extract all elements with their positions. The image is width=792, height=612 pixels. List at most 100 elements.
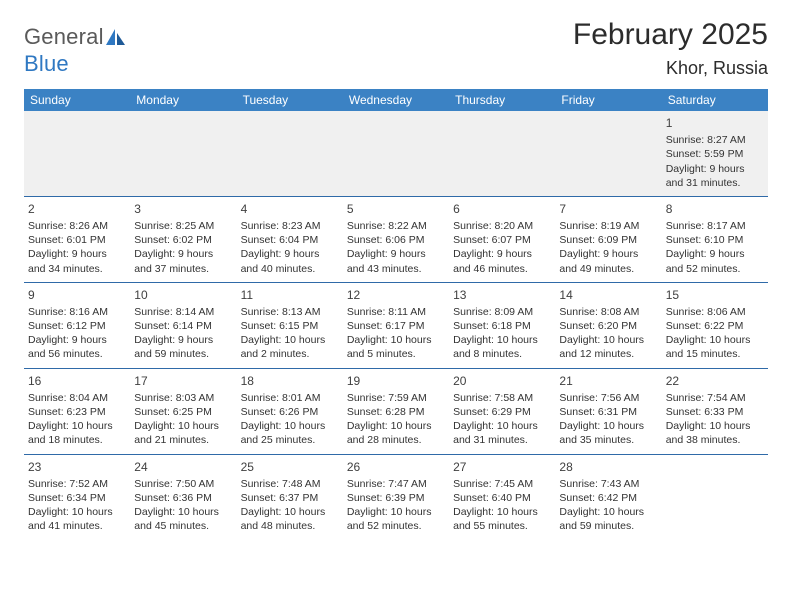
calendar-day-cell: 13 Sunrise: 8:09 AMSunset: 6:18 PMDayligh… [449,282,555,368]
sunrise-text: Sunrise: 7:50 AM [134,477,232,491]
sunset-text: Sunset: 6:33 PM [666,405,764,419]
daylight-text: Daylight: 9 hours and 46 minutes. [453,247,551,275]
daylight-text: Daylight: 9 hours and 31 minutes. [666,162,764,190]
calendar-day-cell: 21Sunrise: 7:56 AMSunset: 6:31 PMDayligh… [555,368,661,454]
sunset-text: Sunset: 6:26 PM [241,405,339,419]
sunrise-text: Sunrise: 7:45 AM [453,477,551,491]
sunrise-text: Sunrise: 8:19 AM [559,219,657,233]
day-number: 26 [347,459,445,475]
sunset-text: Sunset: 6:25 PM [134,405,232,419]
calendar-day-cell: 12Sunrise: 8:11 AMSunset: 6:17 PMDayligh… [343,282,449,368]
calendar-day-cell: 8Sunrise: 8:17 AMSunset: 6:10 PMDaylight… [662,196,768,282]
sunrise-text: Sunrise: 8:03 AM [134,391,232,405]
sunrise-text: Sunrise: 7:54 AM [666,391,764,405]
calendar-day-cell: 15Sunrise: 8:06 AMSunset: 6:22 PMDayligh… [662,282,768,368]
sail-icon [106,28,126,51]
brand-blue: Blue [24,51,69,76]
sunset-text: Sunset: 6:02 PM [134,233,232,247]
day-number: 25 [241,459,339,475]
calendar-week-row: 2Sunrise: 8:26 AMSunset: 6:01 PMDaylight… [24,196,768,282]
daylight-text: Daylight: 10 hours and 31 minutes. [453,419,551,447]
sunrise-text: Sunrise: 8:27 AM [666,133,764,147]
sunset-text: Sunset: 6:01 PM [28,233,126,247]
sunrise-text: Sunrise: 8:20 AM [453,219,551,233]
brand-logo: General Blue [24,18,126,77]
sunset-text: Sunset: 6:37 PM [241,491,339,505]
daylight-text: Daylight: 10 hours and 48 minutes. [241,505,339,533]
day-number: 18 [241,373,339,389]
daylight-text: Daylight: 9 hours and 43 minutes. [347,247,445,275]
daylight-text: Daylight: 10 hours and 28 minutes. [347,419,445,447]
day-number: 9 [28,287,126,303]
daylight-text: Daylight: 10 hours and 8 minutes. [453,333,551,361]
sunset-text: Sunset: 6:17 PM [347,319,445,333]
sunset-text: Sunset: 6:36 PM [134,491,232,505]
calendar-week-row: 9Sunrise: 8:16 AMSunset: 6:12 PMDaylight… [24,282,768,368]
sunrise-text: Sunrise: 7:52 AM [28,477,126,491]
calendar-day-cell: 11Sunrise: 8:13 AMSunset: 6:15 PMDayligh… [237,282,343,368]
daylight-text: Daylight: 10 hours and 18 minutes. [28,419,126,447]
daylight-text: Daylight: 9 hours and 40 minutes. [241,247,339,275]
sunrise-text: Sunrise: 8:17 AM [666,219,764,233]
day-number: 17 [134,373,232,389]
calendar-body: 1Sunrise: 8:27 AMSunset: 5:59 PMDaylight… [24,111,768,539]
calendar-day-cell: 20Sunrise: 7:58 AMSunset: 6:29 PMDayligh… [449,368,555,454]
day-number: 13 [453,287,551,303]
calendar-day-cell: 3Sunrise: 8:25 AMSunset: 6:02 PMDaylight… [130,196,236,282]
calendar-day-cell: 23Sunrise: 7:52 AMSunset: 6:34 PMDayligh… [24,454,130,539]
daylight-text: Daylight: 9 hours and 52 minutes. [666,247,764,275]
day-number: 10 [134,287,232,303]
calendar-day-cell: 6Sunrise: 8:20 AMSunset: 6:07 PMDaylight… [449,196,555,282]
sunrise-text: Sunrise: 8:09 AM [453,305,551,319]
sunset-text: Sunset: 6:04 PM [241,233,339,247]
sunset-text: Sunset: 6:14 PM [134,319,232,333]
sunset-text: Sunset: 6:07 PM [453,233,551,247]
sunrise-text: Sunrise: 8:08 AM [559,305,657,319]
sunrise-text: Sunrise: 8:23 AM [241,219,339,233]
day-number: 28 [559,459,657,475]
weekday-header: Monday [130,89,236,111]
daylight-text: Daylight: 10 hours and 35 minutes. [559,419,657,447]
weekday-header: Wednesday [343,89,449,111]
calendar-day-cell: 5 Sunrise: 8:22 AMSunset: 6:06 PMDaylight… [343,196,449,282]
daylight-text: Daylight: 10 hours and 25 minutes. [241,419,339,447]
daylight-text: Daylight: 10 hours and 5 minutes. [347,333,445,361]
daylight-text: Daylight: 10 hours and 2 minutes. [241,333,339,361]
title-block: February 2025 Khor, Russia [573,18,768,79]
daylight-text: Daylight: 9 hours and 37 minutes. [134,247,232,275]
sunset-text: Sunset: 6:34 PM [28,491,126,505]
day-number: 5 [347,201,445,217]
weekday-header: Tuesday [237,89,343,111]
calendar-day-cell: 16Sunrise: 8:04 AMSunset: 6:23 PMDayligh… [24,368,130,454]
daylight-text: Daylight: 10 hours and 38 minutes. [666,419,764,447]
daylight-text: Daylight: 10 hours and 59 minutes. [559,505,657,533]
sunrise-text: Sunrise: 8:11 AM [347,305,445,319]
daylight-text: Daylight: 10 hours and 52 minutes. [347,505,445,533]
calendar-day-cell: 27Sunrise: 7:45 AMSunset: 6:40 PMDayligh… [449,454,555,539]
sunrise-text: Sunrise: 7:59 AM [347,391,445,405]
calendar-day-cell [343,111,449,196]
day-number: 24 [134,459,232,475]
calendar-day-cell: 1Sunrise: 8:27 AMSunset: 5:59 PMDaylight… [662,111,768,196]
calendar-day-cell: 10Sunrise: 8:14 AMSunset: 6:14 PMDayligh… [130,282,236,368]
sunset-text: Sunset: 6:18 PM [453,319,551,333]
daylight-text: Daylight: 9 hours and 34 minutes. [28,247,126,275]
calendar-day-cell [237,111,343,196]
calendar-day-cell: 28Sunrise: 7:43 AMSunset: 6:42 PMDayligh… [555,454,661,539]
day-number: 20 [453,373,551,389]
calendar-day-cell: 17Sunrise: 8:03 AMSunset: 6:25 PMDayligh… [130,368,236,454]
sunset-text: Sunset: 6:09 PM [559,233,657,247]
sunrise-text: Sunrise: 7:56 AM [559,391,657,405]
sunset-text: Sunset: 6:20 PM [559,319,657,333]
calendar-day-cell [555,111,661,196]
day-number: 22 [666,373,764,389]
sunrise-text: Sunrise: 8:22 AM [347,219,445,233]
calendar-day-cell: 9Sunrise: 8:16 AMSunset: 6:12 PMDaylight… [24,282,130,368]
sunset-text: Sunset: 5:59 PM [666,147,764,161]
calendar-day-cell: 4Sunrise: 8:23 AMSunset: 6:04 PMDaylight… [237,196,343,282]
day-number: 3 [134,201,232,217]
day-number: 14 [559,287,657,303]
weekday-header: Sunday [24,89,130,111]
sunset-text: Sunset: 6:06 PM [347,233,445,247]
day-number: 7 [559,201,657,217]
